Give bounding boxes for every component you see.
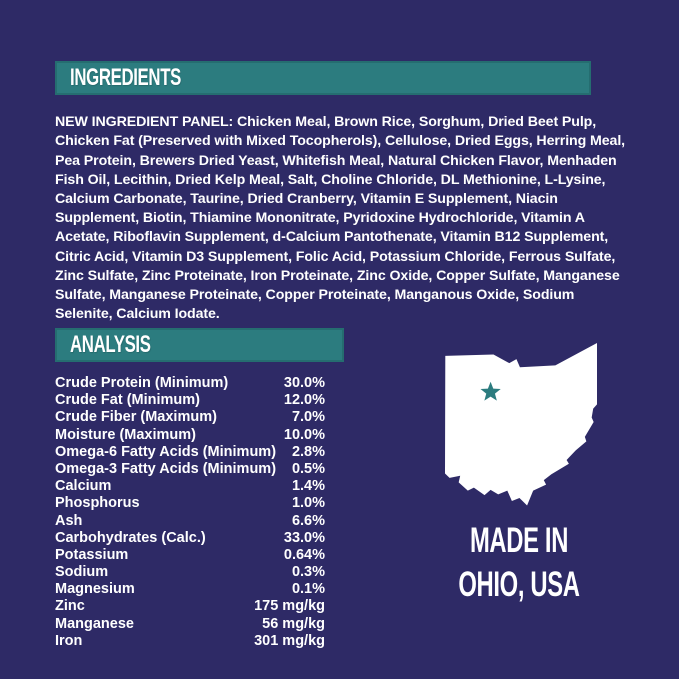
ingredients-paragraph: NEW INGREDIENT PANEL: Chicken Meal, Brow… xyxy=(55,114,626,323)
table-row: Phosphorus 1.0% xyxy=(55,495,325,512)
analysis-value: 30.0% xyxy=(283,375,325,391)
guaranteed-analysis-table: Crude Protein (Minimum) 30.0% Crude Fat (… xyxy=(55,375,325,650)
ingredients-section-header: INGREDIENTS xyxy=(55,61,591,95)
analysis-value: 10.0% xyxy=(283,426,325,443)
ingredients-header-label: INGREDIENTS xyxy=(70,64,181,91)
analysis-label: Carbohydrates (Calc.) xyxy=(55,529,206,546)
analysis-label: Calcium xyxy=(55,478,112,495)
analysis-value: 0.64% xyxy=(283,546,325,563)
table-row: Omega-6 Fatty Acids (Minimum) 2.8% xyxy=(55,444,325,461)
made-in-line1: MADE IN xyxy=(469,521,569,560)
ohio-state-icon xyxy=(445,343,597,507)
analysis-label: Omega-6 Fatty Acids (Minimum) xyxy=(55,443,277,460)
star-icon xyxy=(480,381,501,401)
table-row: Crude Fat (Minimum) 12.0% xyxy=(55,392,325,409)
table-row: Manganese 56 mg/kg xyxy=(55,616,325,633)
analysis-value: 0.5% xyxy=(291,460,325,477)
ohio-state-silhouette-icon xyxy=(445,343,597,506)
table-row: Carbohydrates (Calc.) 33.0% xyxy=(55,530,325,547)
analysis-label: Magnesium xyxy=(55,581,135,598)
analysis-value: 6.6% xyxy=(291,512,325,529)
analysis-label: Manganese xyxy=(55,615,134,632)
analysis-value: 175 mg/kg xyxy=(254,598,325,615)
analysis-label: Omega-3 Fatty Acids (Minimum) xyxy=(55,460,277,477)
analysis-value: 1.4% xyxy=(291,478,325,495)
analysis-label: Sodium xyxy=(55,564,109,581)
analysis-label: Zinc xyxy=(55,598,85,615)
analysis-label: Ash xyxy=(55,512,83,529)
analysis-value: 2.8% xyxy=(291,443,325,460)
table-row: Ash 6.6% xyxy=(55,513,325,530)
analysis-label: Moisture (Maximum) xyxy=(55,426,196,443)
analysis-value: 0.3% xyxy=(291,564,325,581)
analysis-section-header: ANALYSIS xyxy=(55,328,344,362)
table-row: Omega-3 Fatty Acids (Minimum) 0.5% xyxy=(55,461,325,478)
analysis-value: 33.0% xyxy=(283,529,325,546)
table-row: Crude Protein (Minimum) 30.0% xyxy=(55,375,325,392)
analysis-label: Crude Fiber (Maximum) xyxy=(55,409,217,426)
analysis-label: Crude Protein (Minimum) xyxy=(55,375,229,391)
table-row: Crude Fiber (Maximum) 7.0% xyxy=(55,409,325,426)
analysis-value: 0.1% xyxy=(291,581,325,598)
analysis-value: 56 mg/kg xyxy=(262,615,325,632)
table-row: Zinc 175 mg/kg xyxy=(55,598,325,615)
table-row: Iron 301 mg/kg xyxy=(55,633,325,650)
table-row: Magnesium 0.1% xyxy=(55,581,325,598)
analysis-value: 7.0% xyxy=(291,409,325,426)
table-row: Calcium 1.4% xyxy=(55,478,325,495)
table-row: Sodium 0.3% xyxy=(55,564,325,581)
analysis-label: Phosphorus xyxy=(55,495,140,512)
analysis-label: Crude Fat (Minimum) xyxy=(55,392,200,409)
analysis-value: 12.0% xyxy=(283,392,325,409)
table-row: Potassium 0.64% xyxy=(55,547,325,564)
analysis-header-label: ANALYSIS xyxy=(70,331,151,358)
table-row: Moisture (Maximum) 10.0% xyxy=(55,427,325,444)
analysis-value: 301 mg/kg xyxy=(254,632,325,649)
analysis-label: Potassium xyxy=(55,546,129,563)
made-in-ohio-caption: MADE IN OHIO, USA xyxy=(428,519,610,607)
analysis-label: Iron xyxy=(55,632,83,649)
made-in-line2: OHIO, USA xyxy=(458,565,580,604)
analysis-value: 1.0% xyxy=(291,495,325,512)
